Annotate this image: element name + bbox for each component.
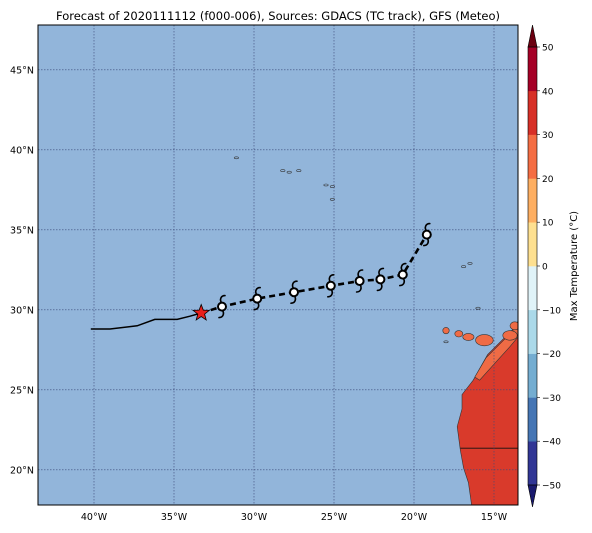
current-position-star-icon: [192, 303, 211, 321]
canary-island-1: [475, 334, 494, 347]
canary-island-6: [509, 321, 518, 331]
land-masses: [233, 156, 518, 505]
colorbar-band: [528, 222, 537, 267]
tropical-storm-icon: [325, 273, 336, 298]
colorbar: −50 −40 −30 −20 −10 0 10 20 30 40 50 Max Temperatu…: [527, 24, 580, 508]
canary-island-4: [442, 327, 450, 335]
colorbar-tick-label: 20: [542, 175, 554, 185]
tropical-storm-icon: [252, 286, 263, 311]
lon-tick-label: 30°W: [241, 512, 268, 523]
canary-island-3: [454, 330, 464, 338]
map-frame: [37, 24, 519, 506]
small-island-6: [329, 185, 335, 188]
africa-landmass: [456, 320, 518, 505]
colorbar-label: Max Temperature (°C): [569, 211, 580, 321]
colorbar-tick-label: −30: [542, 394, 561, 404]
tropical-storm-icon: [217, 294, 227, 319]
small-island-9: [467, 262, 473, 265]
small-island-1: [233, 156, 239, 160]
small-island-8: [461, 265, 467, 268]
colorbar-ticks: −50 −40 −30 −20 −10 0 10 20 30 40 50: [537, 44, 561, 492]
colorbar-tick-label: −20: [542, 350, 561, 360]
lat-tick-label: 35°N: [10, 225, 34, 236]
small-island-3: [286, 170, 292, 174]
colorbar-band: [528, 90, 537, 135]
storm-symbols: [192, 222, 432, 321]
colorbar-over-arrow: [527, 24, 538, 48]
small-island-5: [323, 183, 329, 187]
lat-tick-label: 40°N: [10, 145, 34, 156]
lat-tick-label: 30°N: [10, 305, 34, 316]
lat-tick-label: 45°N: [10, 65, 34, 76]
lon-tick-label: 35°W: [161, 512, 188, 523]
colorbar-under-arrow: [527, 484, 538, 508]
canary-island-2: [462, 333, 475, 341]
latitude-tick-labels: 20°N 25°N 30°N 35°N 40°N 45°N: [10, 65, 34, 476]
lat-tick-label: 20°N: [10, 465, 34, 476]
lon-tick-label: 25°W: [321, 512, 348, 523]
past-track-line: [90, 312, 202, 330]
colorbar-bands: [527, 24, 538, 508]
lat-tick-label: 25°N: [10, 385, 34, 396]
tropical-storm-icon: [421, 222, 432, 247]
colorbar-tick-label: 40: [542, 87, 554, 97]
lon-tick-label: 40°W: [81, 512, 108, 523]
colorbar-band: [528, 309, 537, 354]
small-island-2: [280, 169, 286, 172]
colorbar-tick-label: −50: [542, 482, 561, 492]
colorbar-band: [528, 266, 537, 311]
canary-island-5: [502, 330, 518, 341]
colorbar-tick-label: 50: [542, 44, 554, 54]
colorbar-band: [528, 441, 537, 486]
colorbar-tick-label: −40: [542, 438, 561, 448]
ocean-background: [38, 25, 518, 505]
colorbar-band: [528, 397, 537, 442]
figure-title: Forecast of 2020111112 (f000-006), Sourc…: [56, 9, 500, 23]
colorbar-tick-label: 30: [542, 131, 554, 141]
lon-tick-label: 20°W: [401, 512, 428, 523]
colorbar-band: [528, 353, 537, 398]
colorbar-tick-label: 0: [542, 263, 548, 273]
tropical-storm-icon: [397, 262, 408, 287]
tropical-storm-icon: [375, 267, 386, 292]
tropical-storm-icon: [289, 280, 299, 305]
map-panel: 40°W 35°W 30°W 25°W 20°W 15°W 20°N 25°N 30°N 35°…: [10, 24, 519, 523]
tropical-storm-icon: [354, 269, 365, 293]
small-island-7: [329, 198, 335, 201]
small-island-4: [296, 169, 302, 172]
colorbar-band: [528, 134, 537, 179]
colorbar-band: [528, 47, 537, 92]
graticule: [38, 25, 518, 505]
colorbar-tick-label: 10: [542, 219, 554, 229]
colorbar-tick-label: −10: [542, 306, 561, 316]
small-island-11: [443, 340, 449, 344]
small-island-10: [475, 306, 481, 310]
lon-tick-label: 15°W: [481, 512, 508, 523]
colorbar-band: [528, 178, 537, 223]
longitude-tick-labels: 40°W 35°W 30°W 25°W 20°W 15°W: [81, 512, 508, 523]
